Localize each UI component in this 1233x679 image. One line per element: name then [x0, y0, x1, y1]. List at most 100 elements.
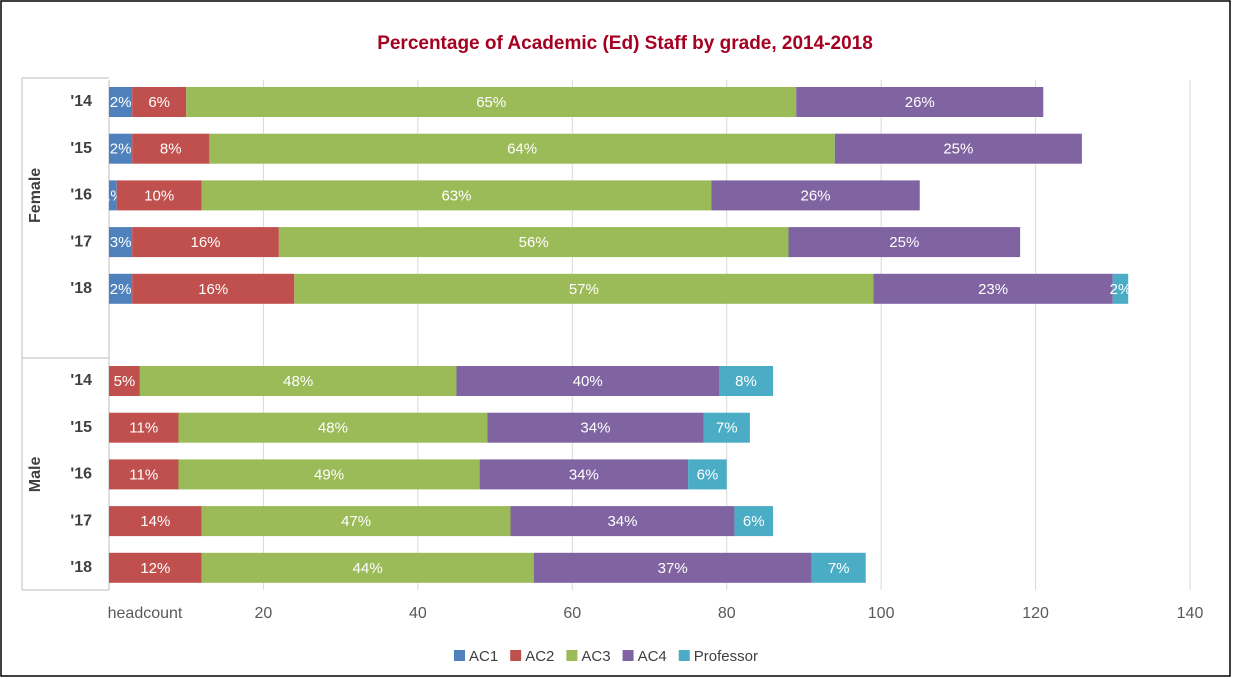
- data-label: 26%: [800, 187, 830, 204]
- data-label: 48%: [283, 373, 313, 390]
- y-tick-label: '18: [70, 280, 92, 297]
- x-tick-label: 100: [868, 605, 895, 622]
- bar-segment: [533, 552, 812, 583]
- bar-segment: [487, 412, 704, 443]
- data-label: 40%: [573, 373, 603, 390]
- y-tick-label: '16: [70, 187, 92, 204]
- data-label: 57%: [569, 281, 599, 298]
- data-label: 63%: [441, 187, 471, 204]
- bar-segment: [139, 366, 457, 396]
- data-label: 34%: [569, 466, 599, 483]
- bar-segment: [788, 227, 1021, 258]
- data-label: 16%: [198, 281, 228, 298]
- data-label: 6%: [148, 94, 170, 111]
- bar-segment: [132, 87, 187, 117]
- data-label: 7%: [828, 560, 850, 577]
- x-tick-label: 40: [409, 605, 427, 622]
- data-label: 7%: [716, 420, 738, 437]
- y-tick-label: '16: [70, 466, 92, 483]
- data-label: 2%: [1110, 281, 1132, 298]
- y-tick-label: '14: [70, 93, 92, 110]
- data-label: 56%: [519, 234, 549, 251]
- bar-segment: [109, 180, 117, 211]
- bar-segment: [186, 87, 797, 117]
- bar-segment: [201, 180, 712, 211]
- bar-segment: [109, 87, 133, 117]
- y-tick-label: '15: [70, 419, 92, 436]
- bar-segment: [711, 180, 920, 211]
- legend-label: Professor: [694, 648, 758, 665]
- data-label: 26%: [905, 94, 935, 111]
- bar-segment: [201, 506, 511, 537]
- bar-segment: [479, 459, 689, 490]
- data-label: 5%: [114, 373, 136, 390]
- bar-segment: [688, 459, 727, 490]
- data-label: 25%: [889, 234, 919, 251]
- data-label: 2%: [110, 94, 132, 111]
- data-label: 6%: [697, 466, 719, 483]
- data-label: 44%: [353, 560, 383, 577]
- bar-segment: [510, 506, 735, 537]
- bar-segment: [456, 366, 719, 396]
- bar-segment: [109, 506, 202, 537]
- bar-segment: [109, 412, 179, 443]
- legend-label: AC1: [469, 648, 498, 665]
- group-label: Male: [27, 457, 44, 493]
- bar-segment: [109, 227, 133, 258]
- legend-label: AC3: [581, 648, 610, 665]
- bar-segment: [132, 273, 295, 304]
- bar-segment: [178, 459, 480, 490]
- bar-segment: [109, 273, 133, 304]
- data-label: 8%: [160, 141, 182, 158]
- bar-segment: [1112, 273, 1129, 304]
- data-label: 16%: [191, 234, 221, 251]
- data-label: 34%: [580, 420, 610, 437]
- bar-segment: [718, 366, 774, 396]
- x-axis-label: headcount: [108, 605, 183, 622]
- data-label: 37%: [658, 560, 688, 577]
- legend-swatch: [566, 650, 578, 661]
- legend-swatch: [678, 650, 690, 661]
- data-label: 10%: [144, 187, 174, 204]
- data-label: 65%: [476, 94, 506, 111]
- legend-label: AC2: [525, 648, 554, 665]
- bar-segment: [201, 552, 534, 583]
- data-label: 3%: [110, 234, 132, 251]
- y-tick-label: '14: [70, 372, 92, 389]
- data-label: 6%: [743, 513, 765, 530]
- x-tick-label: 60: [563, 605, 581, 622]
- data-label: 47%: [341, 513, 371, 530]
- legend-swatch: [454, 650, 465, 661]
- x-tick-label: 80: [718, 605, 736, 622]
- data-label: 49%: [314, 466, 344, 483]
- bar-segment: [116, 180, 202, 211]
- y-tick-label: '15: [70, 140, 92, 157]
- bar-segment: [294, 273, 874, 304]
- x-tick-label: 140: [1177, 605, 1204, 622]
- bar-segment: [109, 459, 179, 490]
- data-label: 34%: [607, 513, 637, 530]
- bar-segment: [132, 133, 210, 164]
- bar-segment: [132, 227, 279, 258]
- y-tick-label: '17: [70, 512, 92, 529]
- x-tick-label: 120: [1022, 605, 1049, 622]
- bar-segment: [834, 133, 1082, 164]
- bar-segment: [178, 412, 488, 443]
- y-tick-label: '17: [70, 233, 92, 250]
- data-label: 11%: [129, 466, 158, 483]
- data-label: 2%: [110, 141, 132, 158]
- bar-segment: [109, 133, 133, 164]
- data-label: 8%: [735, 373, 757, 390]
- bar-segment: [109, 552, 202, 583]
- group-label: Female: [27, 168, 44, 223]
- bar-segment: [796, 87, 1044, 117]
- bar-segment: [703, 412, 750, 443]
- legend-label: AC4: [638, 648, 667, 665]
- bar-segment: [811, 552, 866, 583]
- data-label: 23%: [978, 281, 1008, 298]
- bar-segment: [873, 273, 1113, 304]
- data-label: 14%: [140, 513, 170, 530]
- legend-swatch: [622, 650, 634, 661]
- y-tick-label: '18: [70, 559, 92, 576]
